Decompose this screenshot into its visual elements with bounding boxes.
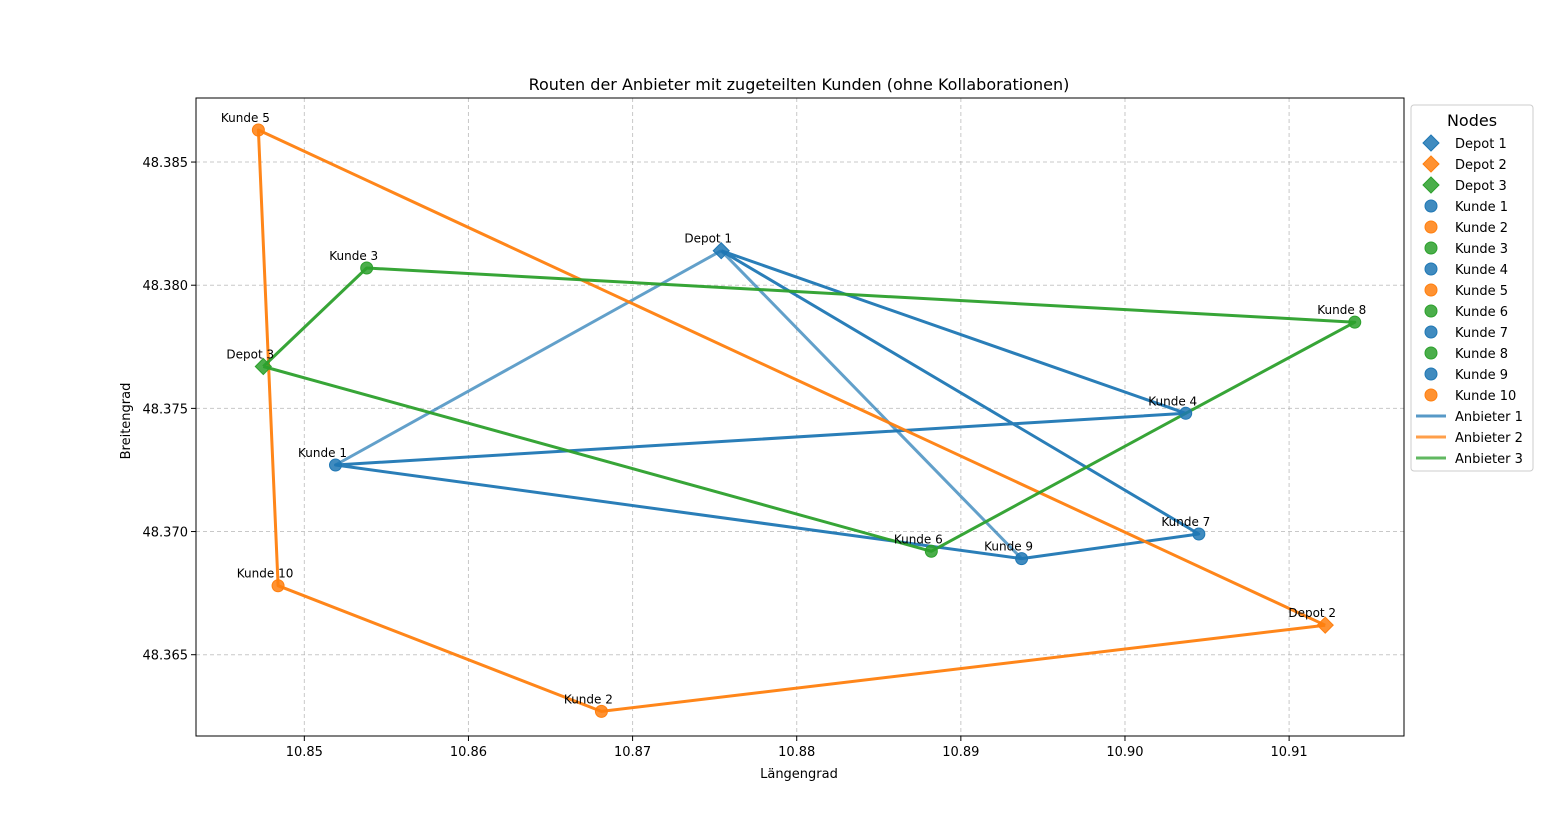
label-kunde-2: Kunde 2 (564, 692, 613, 706)
label-depot-3: Depot 3 (226, 348, 274, 362)
marker-kunde-1 (329, 458, 343, 472)
legend-marker-kunde-9 (1424, 367, 1438, 381)
legend-marker-kunde-1 (1424, 199, 1438, 213)
legend-marker-kunde-2 (1424, 220, 1438, 234)
x-tick-label: 10.88 (778, 745, 815, 760)
legend-marker-depot-1 (1422, 134, 1440, 152)
legend-label-anbieter-1: Anbieter 1 (1455, 410, 1523, 425)
legend-label-kunde-4: Kunde 4 (1455, 263, 1508, 278)
marker-depot-1 (712, 242, 730, 260)
legend-marker-kunde-3 (1424, 241, 1438, 255)
label-kunde-1: Kunde 1 (298, 446, 347, 460)
marker-kunde-6 (924, 544, 938, 558)
chart-title: Routen der Anbieter mit zugeteilten Kund… (529, 75, 1070, 94)
legend: Nodes Depot 1 Depot 2 Depot 3 Kunde 1 Kunde … (1410, 104, 1534, 472)
label-kunde-3: Kunde 3 (329, 249, 378, 263)
marker-kunde-5 (251, 123, 265, 137)
label-kunde-7: Kunde 7 (1161, 515, 1210, 529)
x-tick-label: 10.89 (942, 745, 979, 760)
marker-kunde-8 (1348, 315, 1362, 329)
y-tick-label: 48.375 (143, 402, 189, 417)
label-kunde-8: Kunde 8 (1317, 303, 1366, 317)
legend-label-kunde-2: Kunde 2 (1455, 221, 1508, 236)
route-anbieter-1-0 (334, 249, 722, 467)
legend-label-kunde-6: Kunde 6 (1455, 305, 1508, 320)
legend-marker-kunde-4 (1424, 262, 1438, 276)
legend-label-depot-2: Depot 2 (1455, 158, 1507, 173)
x-axis-ticks: 10.85 10.86 10.87 10.88 10.89 10.90 10.91 (286, 736, 1308, 760)
legend-box (1410, 104, 1534, 472)
legend-label-kunde-8: Kunde 8 (1455, 347, 1508, 362)
y-axis-label: Breitengrad (119, 383, 134, 460)
label-kunde-6: Kunde 6 (894, 532, 943, 546)
x-tick-label: 10.91 (1270, 745, 1307, 760)
legend-label-depot-1: Depot 1 (1455, 137, 1507, 152)
grid (196, 98, 1404, 736)
legend-label-anbieter-2: Anbieter 2 (1455, 431, 1523, 446)
plot-frame-border (195, 97, 1405, 737)
marker-depot-3 (254, 357, 273, 376)
y-axis-ticks: 48.365 48.370 48.375 48.380 48.385 (143, 156, 196, 664)
y-tick-label: 48.380 (143, 279, 189, 294)
route-anbieter-1-1 (720, 249, 1023, 560)
marker-depot-2 (1316, 616, 1334, 634)
nodes (251, 123, 1362, 718)
route-anbieter-1-2 (334, 249, 1201, 561)
x-tick-label: 10.87 (614, 745, 651, 760)
label-depot-1: Depot 1 (684, 232, 732, 246)
x-tick-label: 10.90 (1106, 745, 1143, 760)
legend-label-anbieter-3: Anbieter 3 (1455, 452, 1523, 467)
label-kunde-4: Kunde 4 (1148, 394, 1197, 408)
label-kunde-5: Kunde 5 (221, 111, 270, 125)
legend-label-kunde-9: Kunde 9 (1455, 368, 1508, 383)
marker-kunde-4 (1179, 406, 1193, 420)
legend-label-kunde-7: Kunde 7 (1455, 326, 1508, 341)
legend-marker-depot-3 (1422, 176, 1440, 194)
x-tick-label: 10.85 (286, 745, 323, 760)
legend-label-depot-3: Depot 3 (1455, 179, 1507, 194)
x-axis-label: Längengrad (760, 767, 838, 782)
legend-label-kunde-10: Kunde 10 (1455, 389, 1516, 404)
marker-kunde-9 (1015, 552, 1029, 566)
legend-marker-kunde-8 (1424, 346, 1438, 360)
marker-kunde-7 (1192, 527, 1206, 541)
legend-marker-kunde-5 (1424, 283, 1438, 297)
label-kunde-10: Kunde 10 (237, 567, 294, 581)
node-labels: Depot 1 Depot 2 Depot 3 Kunde 1 Kunde 2 Kunde… (221, 111, 1366, 706)
legend-title: Nodes (1447, 111, 1497, 130)
x-tick-label: 10.86 (450, 745, 487, 760)
label-depot-2: Depot 2 (1288, 606, 1336, 620)
y-tick-label: 48.365 (143, 649, 189, 664)
marker-kunde-10 (271, 579, 285, 593)
legend-label-kunde-1: Kunde 1 (1455, 200, 1508, 215)
legend-label-kunde-5: Kunde 5 (1455, 284, 1508, 299)
route-anbieter-3-0 (262, 266, 1357, 553)
marker-kunde-2 (594, 704, 608, 718)
plot-area (196, 98, 1404, 736)
legend-marker-kunde-6 (1424, 304, 1438, 318)
legend-label-kunde-3: Kunde 3 (1455, 242, 1508, 257)
label-kunde-9: Kunde 9 (984, 540, 1033, 554)
legend-items: Depot 1 Depot 2 Depot 3 Kunde 1 Kunde 2 Kunde… (1416, 134, 1523, 467)
legend-marker-kunde-7 (1424, 325, 1438, 339)
marker-kunde-3 (360, 261, 374, 275)
y-tick-label: 48.385 (143, 156, 189, 171)
legend-marker-depot-2 (1422, 155, 1440, 173)
y-tick-label: 48.370 (143, 526, 189, 541)
legend-marker-kunde-10 (1424, 388, 1438, 402)
